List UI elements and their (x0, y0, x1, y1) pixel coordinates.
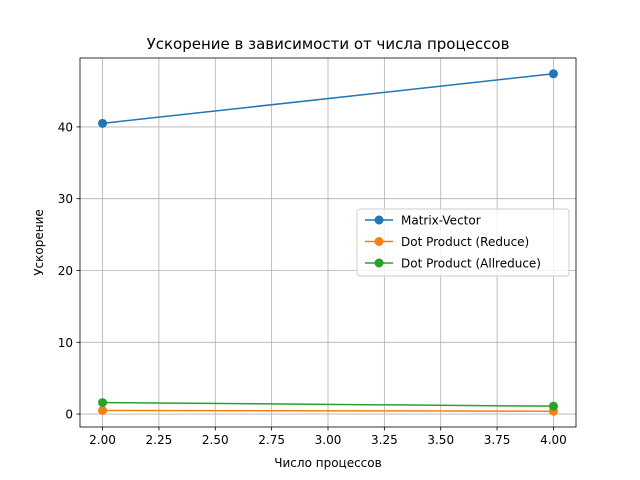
series (98, 398, 558, 411)
data-point (98, 118, 108, 128)
x-ticks: 2.00 2.25 2.50 2.75 3.00 3.25 3.50 3.75 4.00 (89, 427, 567, 447)
series-line (102, 409, 554, 412)
legend-label: Matrix-Vector (401, 214, 481, 228)
x-tick-label: 3.25 (371, 433, 398, 447)
data-point (548, 401, 558, 411)
data-point (98, 398, 108, 408)
legend-marker (374, 258, 384, 268)
x-axis-label: Число процессов (274, 456, 381, 470)
y-ticks: 0 10 20 30 40 (58, 120, 80, 422)
x-tick-label: 2.00 (89, 433, 116, 447)
legend-label: Dot Product (Reduce) (401, 235, 529, 249)
y-tick-label: 10 (58, 336, 73, 350)
legend-item: Dot Product (Reduce) (365, 235, 529, 249)
series-layer (98, 69, 558, 416)
series (98, 69, 558, 128)
legend-label: Dot Product (Allreduce) (401, 257, 541, 271)
y-tick-label: 30 (58, 192, 73, 206)
y-axis-label: Ускорение (32, 209, 46, 276)
x-tick-label: 3.75 (484, 433, 511, 447)
x-tick-label: 2.75 (258, 433, 285, 447)
series-line (102, 401, 554, 407)
x-tick-label: 3.50 (427, 433, 454, 447)
data-point (548, 69, 558, 79)
x-tick-label: 2.50 (202, 433, 229, 447)
x-tick-label: 4.00 (540, 433, 567, 447)
chart-title: Ускорение в зависимости от числа процесс… (147, 35, 510, 53)
legend: Matrix-Vector Dot Product (Reduce) Dot Pro… (356, 208, 570, 277)
legend-marker (374, 237, 384, 246)
legend-box (356, 208, 570, 277)
x-tick-label: 2.25 (146, 433, 173, 447)
legend-item: Matrix-Vector (365, 214, 481, 228)
legend-marker (374, 215, 384, 225)
data-point (98, 405, 108, 415)
series-line (102, 73, 554, 125)
x-tick-label: 3.00 (315, 433, 342, 447)
legend-item: Dot Product (Allreduce) (365, 257, 541, 271)
y-tick-label: 20 (58, 264, 73, 278)
y-tick-label: 40 (58, 120, 73, 134)
y-tick-label: 0 (65, 408, 73, 422)
grid (80, 58, 576, 427)
